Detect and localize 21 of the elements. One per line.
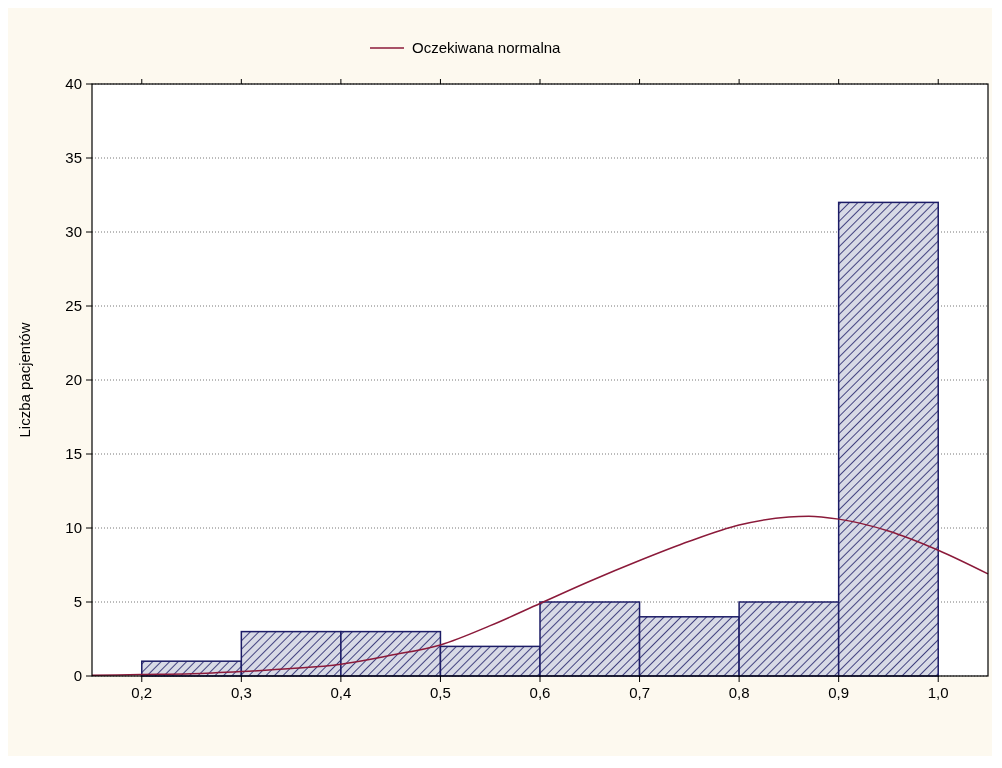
y-tick-label: 10 bbox=[65, 519, 82, 536]
x-tick-label: 0,6 bbox=[529, 684, 551, 701]
x-tick-label: 0,7 bbox=[629, 684, 650, 701]
x-tick-label: 0,4 bbox=[330, 684, 352, 701]
y-tick-label: 40 bbox=[65, 75, 82, 92]
y-tick-label: 5 bbox=[73, 593, 82, 610]
x-tick-label: 0,2 bbox=[131, 684, 153, 701]
x-tick-label: 0,5 bbox=[430, 684, 451, 701]
y-tick-label: 0 bbox=[73, 667, 82, 684]
y-tick-label: 15 bbox=[65, 445, 82, 462]
y-tick-label: 30 bbox=[65, 223, 82, 240]
y-tick-label: 35 bbox=[65, 149, 82, 166]
x-tick-label: 0,9 bbox=[828, 684, 850, 701]
x-tick-label: 0,3 bbox=[230, 684, 252, 701]
y-tick-label: 25 bbox=[65, 297, 82, 314]
x-tick-label: 1,0 bbox=[927, 684, 949, 701]
y-tick-label: 20 bbox=[65, 371, 82, 388]
y-axis-title: Liczba pacjentów bbox=[16, 322, 33, 438]
legend-label: Oczekiwana normalna bbox=[412, 39, 562, 56]
line-series bbox=[91, 515, 989, 677]
x-tick-label: 0,8 bbox=[728, 684, 750, 701]
